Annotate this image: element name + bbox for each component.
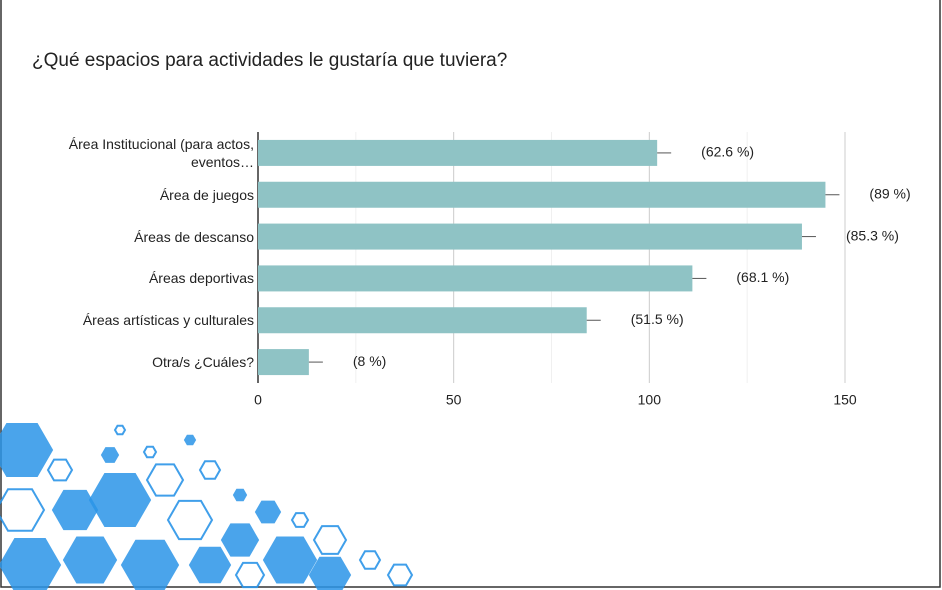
bar <box>258 265 693 292</box>
bar <box>258 181 826 208</box>
hexagon <box>308 556 352 590</box>
value-label: (68.1 %) <box>736 269 789 285</box>
value-label: (8 %) <box>353 353 386 369</box>
hexagon <box>145 463 185 497</box>
hexagon <box>88 473 152 527</box>
hexagon <box>62 536 118 584</box>
hexagon <box>232 488 248 502</box>
hexagon <box>0 538 62 590</box>
hexagon <box>188 546 232 584</box>
hexagon <box>183 434 197 446</box>
value-label: (89 %) <box>869 185 910 201</box>
hexagon <box>254 500 282 524</box>
x-tick-label: 150 <box>833 392 857 408</box>
bar <box>258 223 802 250</box>
hexagon <box>0 488 46 532</box>
y-tick-label: Área Institucional (para actos, eventos… <box>68 135 254 170</box>
hexagon <box>312 525 348 555</box>
hexagon <box>198 460 222 480</box>
bar <box>258 139 658 166</box>
hexagon <box>113 424 127 436</box>
x-tick-label: 50 <box>446 392 462 408</box>
hexagon <box>386 563 414 587</box>
hexagon <box>166 499 214 541</box>
value-label: (85.3 %) <box>846 227 899 243</box>
hexagon <box>51 489 99 531</box>
x-tick-label: 100 <box>638 392 662 408</box>
chart-title: ¿Qué espacios para actividades le gustar… <box>32 50 507 71</box>
y-tick-label: Áreas de descanso <box>134 228 254 245</box>
hexagon <box>142 445 158 459</box>
hexagon <box>234 561 266 589</box>
hexagon <box>262 536 318 584</box>
hexagon <box>0 423 54 477</box>
y-tick-label: Áreas deportivas <box>148 270 254 287</box>
hexagon <box>220 523 260 557</box>
bar <box>258 307 587 334</box>
hexagon <box>100 447 120 463</box>
hexagon <box>358 550 382 570</box>
hexagon <box>120 539 180 590</box>
bar <box>258 349 309 376</box>
value-label: (51.5 %) <box>631 311 684 327</box>
hexagon-decoration <box>0 423 414 590</box>
y-tick-label: Otra/s ¿Cuáles? <box>152 354 254 371</box>
y-tick-label: Áreas artísticas y culturales <box>82 312 254 329</box>
y-tick-label: Área de juegos <box>159 186 254 203</box>
hexagon <box>46 458 74 482</box>
value-label: (62.6 %) <box>701 144 754 160</box>
x-tick-label: 0 <box>254 392 262 408</box>
hexagon <box>290 512 310 528</box>
